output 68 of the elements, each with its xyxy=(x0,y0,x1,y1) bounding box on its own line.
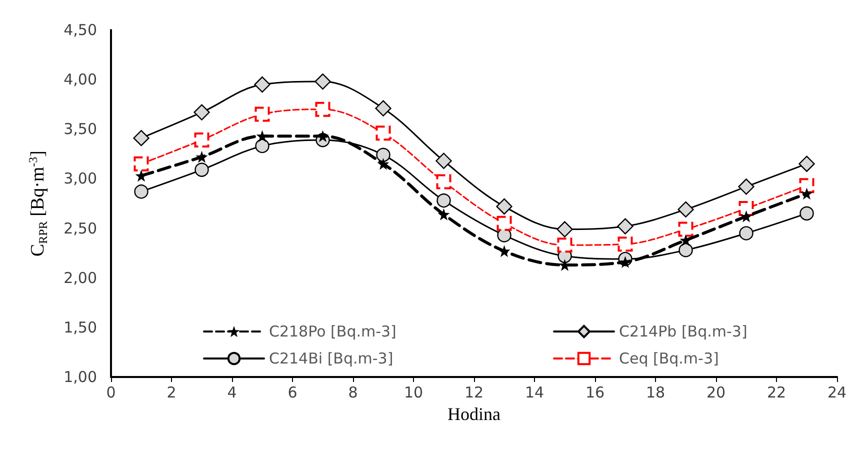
point xyxy=(376,148,390,162)
y-tick-label: 2,00 xyxy=(64,268,97,287)
legend-label: C218Po [Bq.m-3] xyxy=(269,322,396,340)
point xyxy=(134,184,148,199)
point xyxy=(799,178,814,194)
point xyxy=(436,193,451,208)
y-tick-label: 3,00 xyxy=(64,170,97,188)
point xyxy=(617,218,634,234)
point xyxy=(194,104,210,120)
x-axis-title: Hodina xyxy=(448,404,500,424)
point xyxy=(496,216,512,231)
x-tick-label: 10 xyxy=(404,384,424,402)
y-tick-label: 1,50 xyxy=(64,318,97,336)
x-tick-label: 4 xyxy=(227,384,237,402)
y-tick-label: 1,00 xyxy=(64,368,97,386)
x-tick-label: 16 xyxy=(585,384,605,402)
point xyxy=(438,208,450,220)
x-tick-label: 24 xyxy=(827,384,847,402)
point xyxy=(740,210,752,222)
point xyxy=(798,156,815,172)
point xyxy=(133,130,150,146)
point xyxy=(196,150,208,163)
point xyxy=(375,100,392,116)
point xyxy=(678,222,694,237)
point xyxy=(316,130,329,142)
y-tick-label: 4,00 xyxy=(64,70,97,89)
legend-label: C214Bi [Bq.m-3] xyxy=(269,350,394,368)
point xyxy=(436,152,452,169)
x-tick-label: 2 xyxy=(166,384,176,402)
y-tick-label: 2,50 xyxy=(64,219,97,238)
point xyxy=(256,130,268,142)
y-axis-title: CRPR [Bq·m-3] xyxy=(26,150,50,257)
point xyxy=(376,126,391,141)
legend-label: C214Pb [Bq.m-3] xyxy=(619,322,748,340)
x-tick-label: 0 xyxy=(106,384,116,402)
point xyxy=(738,178,754,195)
point xyxy=(800,188,813,200)
point xyxy=(800,206,814,221)
y-tick-label: 4,50 xyxy=(64,21,97,39)
point xyxy=(496,198,512,215)
point xyxy=(678,201,694,218)
point xyxy=(557,238,572,253)
point xyxy=(738,200,754,216)
point xyxy=(678,243,693,258)
legend-label: Ceq [Bq.m-3] xyxy=(619,350,719,368)
point xyxy=(255,138,270,154)
x-tick-label: 20 xyxy=(706,384,726,402)
point xyxy=(556,221,573,238)
x-tick-label: 8 xyxy=(348,384,358,402)
point xyxy=(194,162,209,177)
x-tick-label: 18 xyxy=(646,384,666,402)
x-tick-label: 14 xyxy=(524,384,544,402)
point xyxy=(315,102,330,117)
point xyxy=(436,174,452,190)
point xyxy=(618,236,633,252)
point xyxy=(680,234,692,246)
point xyxy=(739,226,754,240)
x-tick-label: 12 xyxy=(464,384,484,402)
point xyxy=(377,158,390,170)
point xyxy=(254,76,270,93)
x-tick-label: 22 xyxy=(766,384,786,402)
point xyxy=(314,73,331,90)
point xyxy=(194,132,210,148)
point xyxy=(254,106,270,122)
point xyxy=(134,156,149,172)
y-tick-label: 3,50 xyxy=(64,120,97,138)
point xyxy=(498,245,510,258)
x-tick-label: 6 xyxy=(288,384,298,402)
